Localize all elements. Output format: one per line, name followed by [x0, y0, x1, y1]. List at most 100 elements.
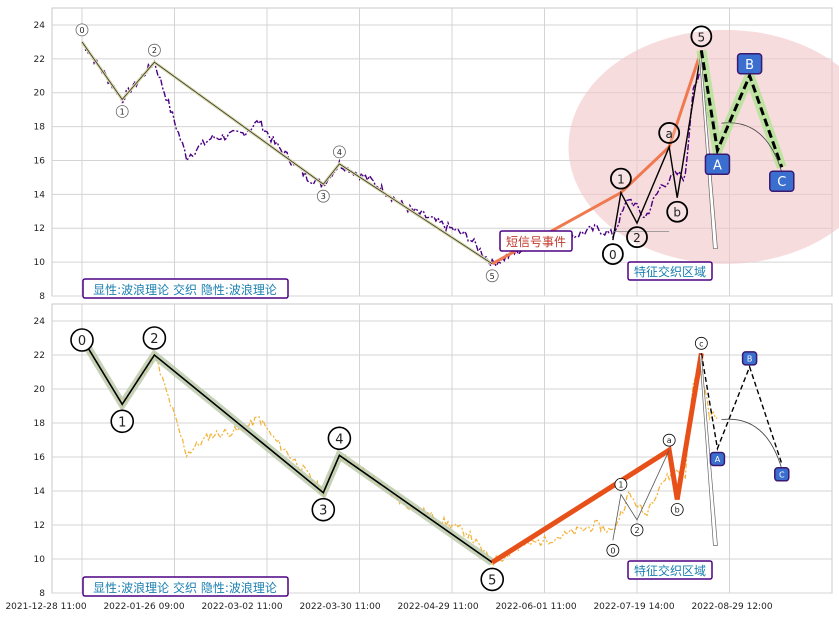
subwave-label: a	[667, 436, 672, 445]
wave-label: 2	[152, 46, 157, 55]
subwave-label: 2	[633, 231, 641, 245]
subwave-label: a	[665, 127, 672, 141]
region-label-box	[627, 560, 713, 580]
wave-label: 4	[335, 432, 343, 447]
subwave-label: 1	[617, 173, 625, 187]
projection-box	[774, 467, 790, 482]
region-label-box	[627, 261, 713, 281]
x-axis: 2021-12-28 11:00 2022-01-26 09:00 2022-03-…	[5, 602, 772, 612]
x-tick-label: 2022-06-01 11:00	[495, 602, 576, 612]
annotation-group: 显性:波浪理论 交织 隐性:波浪理论	[82, 278, 289, 299]
y-tick-label: 8	[39, 589, 45, 599]
y-tick-label: 22	[34, 351, 45, 361]
projection-box	[741, 351, 758, 366]
y-tick-label: 12	[34, 521, 45, 531]
wave-label-circle	[327, 426, 352, 451]
wave-label-circle	[311, 497, 336, 522]
region-label-group: 特征交织区域	[627, 261, 713, 281]
subwave-label-circle	[690, 25, 713, 48]
price-series	[81, 336, 718, 566]
wave-label-circle	[70, 328, 94, 352]
wave-label-circle	[332, 145, 346, 159]
region-label: 特征交织区域	[634, 264, 706, 279]
y-tick-label: 24	[34, 317, 46, 327]
wave-label-circle	[147, 43, 161, 57]
subwave-label: b	[673, 206, 681, 220]
subwave-label: c	[699, 339, 703, 348]
price-series	[81, 41, 718, 269]
subwave-label: 0	[610, 546, 615, 555]
wave-label: 0	[79, 26, 84, 35]
subwave-label-circle	[626, 226, 648, 249]
wave-label: 4	[337, 148, 342, 157]
y-tick-label: 16	[34, 156, 46, 166]
sub-wave-line	[612, 450, 670, 541]
y-tick-label: 14	[34, 487, 46, 497]
projection-box	[769, 170, 795, 192]
subwave-label-circle	[610, 167, 632, 190]
annotation-text: 显性:波浪理论 交织 隐性:波浪理论	[93, 580, 277, 595]
wave-label: 5	[488, 573, 496, 588]
projection-arc	[721, 122, 783, 173]
y-tick-label: 8	[39, 292, 45, 302]
annotation-text: 显性:波浪理论 交织 隐性:波浪理论	[93, 282, 277, 297]
subwave-label-circle	[662, 433, 676, 447]
region-label: 特征交织区域	[634, 563, 706, 578]
y-tick-label: 20	[34, 385, 46, 395]
y-tick-label: 10	[34, 258, 46, 268]
wave-label: 5	[490, 272, 495, 281]
signal-label: 短信号事件	[506, 235, 566, 249]
projection-spike	[699, 354, 718, 546]
x-tick-label: 2022-03-30 11:00	[299, 602, 380, 612]
wave-label: 3	[321, 192, 326, 201]
chart-panel-2: 81012141618202224012345012abcABC特征交织区域显性…	[34, 303, 833, 599]
subwave-label-circle	[666, 200, 689, 223]
orange-wave	[491, 49, 703, 266]
projection-box	[736, 53, 763, 75]
y-tick-label: 20	[34, 89, 46, 99]
projection-label: A	[715, 455, 721, 464]
projection-box	[704, 153, 731, 176]
wave-line	[81, 41, 493, 265]
projection-line	[700, 353, 783, 465]
wave-line	[81, 337, 493, 564]
x-tick-label: 2022-01-26 09:00	[103, 602, 184, 612]
wave-label: 0	[78, 334, 86, 349]
subwave-label-circle	[601, 243, 624, 265]
wave-label: 1	[118, 415, 126, 430]
subwave-label: 2	[634, 526, 639, 535]
projection-arc	[721, 418, 783, 470]
x-tick-label: 2022-08-29 12:00	[691, 602, 772, 612]
y-tick-label: 24	[34, 21, 46, 31]
subwave-label-circle	[614, 477, 628, 491]
projection-box	[709, 451, 726, 467]
subwave-label-circle	[658, 122, 681, 144]
subwave-label: 1	[618, 480, 623, 489]
subwave-label: 5	[698, 30, 706, 44]
wave-label: 1	[120, 107, 125, 116]
y-tick-label: 12	[34, 224, 45, 234]
wave-label-circle	[485, 269, 499, 283]
sub-wave-line	[612, 50, 703, 241]
projection-label: B	[747, 354, 753, 363]
projection-label: C	[779, 470, 785, 479]
subwave-label-circle	[670, 503, 684, 516]
subwave-label-circle	[630, 523, 644, 537]
y-tick-label: 10	[34, 555, 46, 565]
projection-label: B	[745, 58, 754, 73]
wave-label-circle	[316, 189, 330, 203]
orange-wave	[490, 352, 704, 565]
subwave-label: 0	[609, 248, 617, 262]
y-tick-label: 18	[34, 419, 46, 429]
x-tick-label: 2022-07-19 14:00	[593, 602, 674, 612]
y-tick-label: 22	[34, 55, 45, 65]
annotation-box	[82, 278, 289, 299]
region-label-group: 特征交织区域	[627, 560, 713, 580]
wave-label: 3	[319, 504, 327, 519]
projection-label: C	[777, 175, 786, 190]
x-tick-label: 2022-04-29 11:00	[397, 602, 478, 612]
x-tick-label: 2022-03-02 11:00	[201, 602, 282, 612]
